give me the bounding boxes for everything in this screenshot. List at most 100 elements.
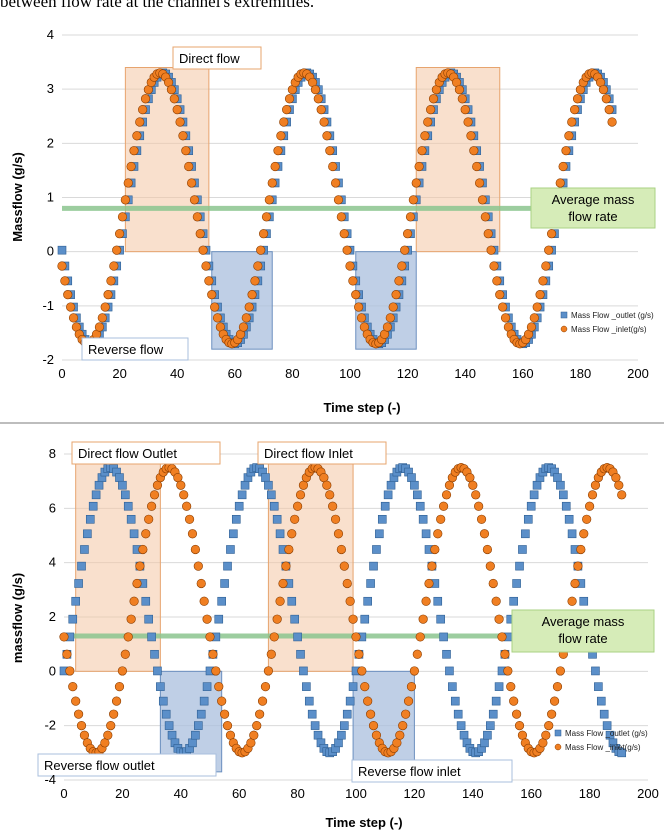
outlet-point bbox=[188, 738, 197, 748]
inlet-point bbox=[469, 146, 479, 156]
inlet-point bbox=[322, 131, 332, 141]
inlet-point bbox=[547, 709, 557, 719]
y-tick-label: 0 bbox=[49, 663, 56, 678]
inlet-point bbox=[260, 682, 271, 692]
inlet-point bbox=[401, 709, 411, 719]
inlet-point bbox=[394, 276, 404, 286]
inlet-point bbox=[275, 596, 285, 606]
inlet-point bbox=[477, 195, 488, 205]
inlet-point bbox=[68, 682, 78, 692]
inlet-point bbox=[538, 738, 548, 748]
figure-caption: between flow rate at the channel's extre… bbox=[0, 0, 315, 11]
inlet-point bbox=[175, 117, 185, 127]
inlet-point bbox=[278, 578, 288, 589]
inlet-point bbox=[339, 561, 349, 571]
inlet-point bbox=[255, 709, 265, 719]
chart-top: Direct flow Reverse flow Average mass flow … bbox=[10, 27, 656, 415]
inlet-point bbox=[152, 480, 163, 490]
annotations: Direct flow Outlet Direct flow Inlet Rever… bbox=[37, 441, 655, 783]
inlet-point bbox=[465, 472, 475, 483]
inlet-point bbox=[123, 178, 133, 188]
inlet-point bbox=[267, 178, 277, 188]
inlet-point bbox=[290, 514, 300, 524]
outlet-point bbox=[494, 682, 504, 691]
inlet-point bbox=[561, 146, 571, 156]
legend-marker-inlet bbox=[554, 743, 562, 751]
inlet-point bbox=[483, 229, 493, 239]
inlet-point bbox=[62, 649, 72, 659]
y-tick-label: 6 bbox=[49, 500, 56, 515]
inlet-point bbox=[420, 131, 430, 141]
y-axis-label: Massflow (g/s) bbox=[10, 152, 25, 242]
outlet-point bbox=[313, 730, 323, 740]
inlet-point bbox=[253, 261, 263, 271]
inlet-point bbox=[138, 544, 148, 555]
outlet-point bbox=[202, 682, 212, 691]
x-tick-label: 0 bbox=[60, 786, 67, 801]
inlet-point bbox=[457, 94, 467, 104]
outlet-point bbox=[491, 696, 501, 706]
outlet-point bbox=[261, 473, 270, 482]
outlet-point bbox=[386, 480, 396, 490]
inlet-point bbox=[426, 105, 436, 115]
inlet-point bbox=[256, 245, 266, 255]
x-tick-label: 200 bbox=[637, 786, 659, 801]
outlet-point bbox=[594, 682, 603, 691]
outlet-point bbox=[71, 596, 80, 606]
inlet-point bbox=[371, 730, 382, 740]
x-tick-label: 80 bbox=[285, 366, 299, 381]
inlet-point bbox=[417, 146, 427, 156]
outlet-point bbox=[85, 514, 95, 524]
inlet-point bbox=[293, 501, 303, 511]
inlet-point bbox=[263, 666, 274, 676]
inlet-point bbox=[598, 85, 609, 95]
inlet-point bbox=[244, 302, 254, 312]
inlet-point bbox=[471, 490, 481, 500]
direct-flow-outlet-label: Direct flow Outlet bbox=[78, 446, 177, 461]
x-tick-label: 100 bbox=[345, 786, 367, 801]
reverse-flow-outlet-label: Reverse flow outlet bbox=[44, 758, 155, 773]
outlet-point bbox=[91, 490, 101, 500]
inlet-point bbox=[94, 322, 105, 332]
outlet-point bbox=[480, 738, 489, 748]
inlet-point bbox=[544, 245, 554, 255]
reverse-flow-label: Reverse flow bbox=[88, 342, 164, 357]
outlet-point bbox=[532, 480, 542, 490]
inlet-point bbox=[351, 632, 361, 642]
direct-flow-inlet-label-box bbox=[257, 441, 387, 465]
inlet-point bbox=[132, 131, 142, 141]
outlet-point bbox=[226, 545, 235, 554]
inlet-point bbox=[173, 472, 183, 483]
inlet-point bbox=[284, 94, 295, 104]
outlet-point bbox=[488, 709, 498, 719]
inlet-point bbox=[279, 117, 289, 127]
inlet-point bbox=[479, 529, 490, 539]
inlet-point bbox=[140, 94, 151, 104]
x-tick-label: 200 bbox=[627, 366, 649, 381]
inlet-point bbox=[241, 313, 251, 323]
outlet-point bbox=[123, 501, 133, 511]
outlet-point bbox=[304, 696, 314, 706]
inlet-point bbox=[339, 229, 349, 239]
inlet-point bbox=[405, 212, 416, 222]
outlet-point bbox=[296, 649, 305, 659]
inlet-point bbox=[500, 649, 510, 659]
inlet-point bbox=[176, 480, 186, 490]
inlet-point bbox=[494, 614, 504, 624]
legend-label-outlet: Mass Flow _outlet (g/s) bbox=[571, 311, 654, 320]
outlet-point bbox=[272, 514, 282, 524]
inlet-point bbox=[439, 501, 449, 511]
outlet-point bbox=[342, 709, 352, 719]
outlet-point bbox=[564, 514, 574, 524]
inlet-point bbox=[189, 195, 200, 205]
inlet-point bbox=[178, 131, 188, 141]
inlet-point bbox=[617, 490, 627, 500]
inlet-point bbox=[529, 313, 539, 323]
inlet-point bbox=[474, 501, 484, 511]
inlet-point bbox=[514, 720, 525, 731]
inlet-point bbox=[503, 666, 513, 676]
inlet-point bbox=[144, 514, 154, 524]
outlet-point bbox=[220, 579, 229, 588]
inlet-point bbox=[149, 490, 160, 500]
